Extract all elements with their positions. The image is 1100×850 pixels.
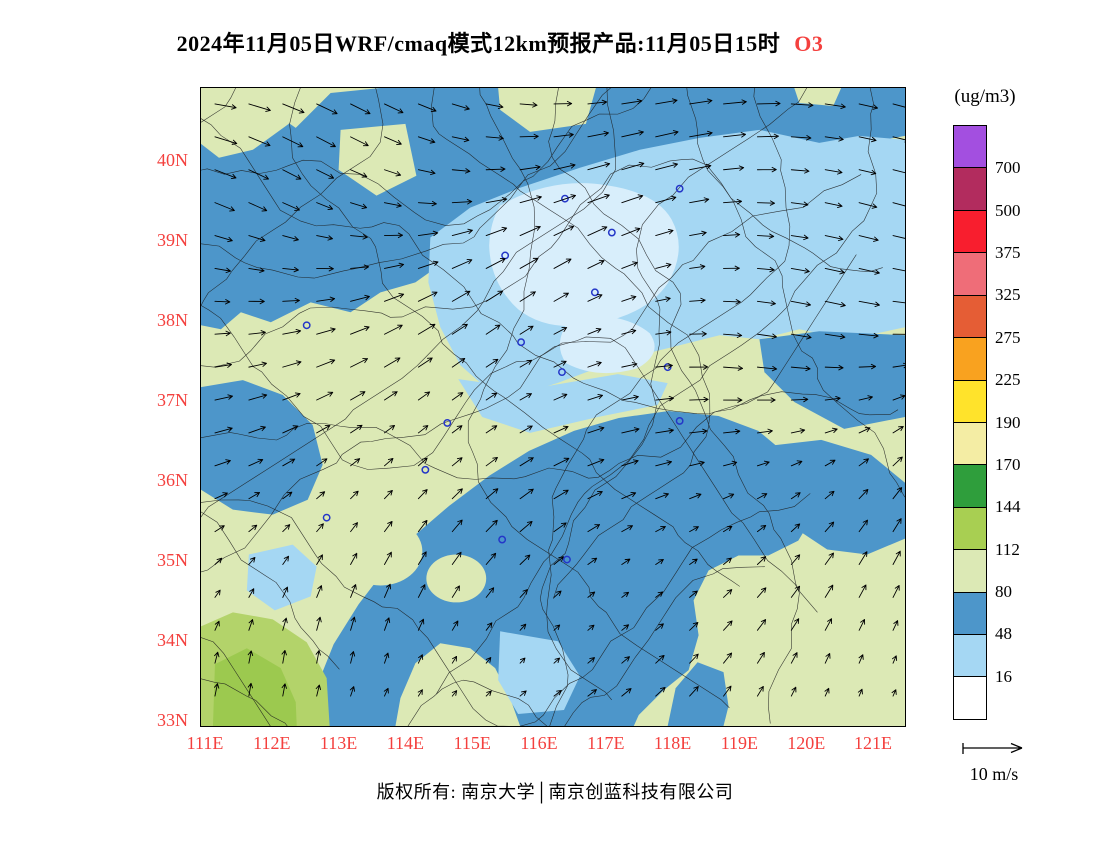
- colorbar-segment: [954, 252, 986, 295]
- city-marker-icon: [663, 363, 672, 372]
- map-plot: [200, 87, 906, 727]
- colorbar-segment: [954, 379, 986, 422]
- fill-16-48-west-pocket: [246, 544, 317, 611]
- colorbar-wrap: 700 500 375 325 275 225 190 170 144 112 80 48 16: [953, 125, 1053, 720]
- colorbar-segment: [954, 294, 986, 338]
- lon-tick-label: 120E: [787, 733, 826, 753]
- colorbar-segment: [954, 634, 986, 677]
- lon-axis: 111E 112E 113E 114E 115E 116E 117E 118E 119E 120E…: [187, 731, 910, 757]
- colorbar-segment: [954, 549, 986, 592]
- lat-tick-label: 36N: [157, 470, 188, 490]
- city-marker-icon: [322, 513, 331, 522]
- colorbar-segment: [954, 464, 986, 507]
- wind-scale-arrow-icon: [962, 742, 1023, 754]
- colorbar-unit: (ug/m3): [954, 86, 1016, 107]
- lon-tick-label: 115E: [453, 733, 491, 753]
- colorbar-level-label: 144: [995, 497, 1021, 517]
- fill-48-80-east-lobe: [759, 439, 905, 555]
- colorbar-segment: [954, 676, 986, 719]
- city-marker-icon: [443, 419, 452, 427]
- colorbar-level-label: 48: [995, 624, 1012, 644]
- wind-vectors: [214, 98, 905, 697]
- colorbar-level-label: 170: [995, 454, 1021, 474]
- fill-low-core: [489, 183, 679, 327]
- colorbar-level-label: 80: [995, 581, 1012, 601]
- colorbar-segment: [954, 167, 986, 210]
- lat-tick-label: 39N: [157, 230, 188, 250]
- city-marker-icon: [558, 368, 566, 377]
- page-title: 2024年11月05日WRF/cmaq模式12km预报产品:11月05日15时 O…: [50, 26, 950, 58]
- khaki-hole-1: [338, 517, 423, 586]
- city-marker-icon: [563, 555, 571, 564]
- khaki-patch-top-center: [498, 88, 596, 132]
- lon-tick-label: 113E: [319, 733, 358, 753]
- wind-legend: 10 m/s: [948, 738, 1040, 785]
- fill-144-170-sw: [212, 648, 297, 726]
- colorbar-level-label: 112: [995, 539, 1020, 559]
- city-marker-icon: [498, 535, 507, 544]
- city-marker-icon: [302, 321, 311, 330]
- admin-boundaries: [201, 88, 905, 726]
- city-marker-icon: [675, 417, 684, 425]
- colorbar-segment: [954, 591, 986, 635]
- colorbar-segment: [954, 209, 986, 253]
- colorbar-segment: [954, 421, 986, 465]
- colorbar-level-label: 325: [995, 285, 1021, 305]
- title-text: 2024年11月05日WRF/cmaq模式12km预报产品:11月05日15时: [176, 31, 781, 56]
- colorbar-level-label: 225: [995, 370, 1021, 390]
- lat-tick-label: 33N: [157, 710, 188, 730]
- fill-48-80-south-band: [317, 410, 814, 726]
- lat-tick-label: 38N: [157, 310, 188, 330]
- lon-tick-label: 114E: [386, 733, 425, 753]
- lat-tick-label: 37N: [157, 390, 188, 410]
- lon-tick-label: 117E: [587, 733, 625, 753]
- fill-48-80-south-finger: [667, 662, 729, 726]
- lon-tick-label: 119E: [720, 733, 759, 753]
- lat-tick-label: 40N: [157, 150, 188, 170]
- colorbar: [953, 125, 987, 720]
- colorbar-segment: [954, 337, 986, 380]
- city-marker-icon: [607, 228, 616, 237]
- city-marker-icon: [421, 465, 430, 474]
- wind-scale-label: 10 m/s: [969, 764, 1019, 784]
- city-markers: [302, 184, 684, 564]
- lon-tick-label: 111E: [186, 733, 224, 753]
- lat-tick-label: 34N: [157, 630, 188, 650]
- colorbar-segment: [954, 506, 986, 550]
- fill-48-80-west-lobe: [201, 380, 323, 515]
- city-marker-icon: [517, 338, 526, 347]
- colorbar-level-label: 375: [995, 243, 1021, 263]
- colorbar-labels: 700 500 375 325 275 225 190 170 144 112 80 48 16: [995, 125, 1051, 720]
- colorbar-level-label: 500: [995, 200, 1021, 220]
- khaki-patch-top-right: [794, 88, 842, 106]
- lon-tick-label: 116E: [520, 733, 558, 753]
- colorbar-level-label: 275: [995, 327, 1021, 347]
- city-marker-icon: [561, 194, 569, 203]
- lon-tick-label: 112E: [253, 733, 291, 753]
- lat-axis: 40N 39N 38N 37N 36N 35N 34N 33N: [130, 87, 192, 730]
- colorbar-level-label: 190: [995, 412, 1021, 432]
- city-marker-icon: [675, 184, 684, 193]
- title-species: O3: [794, 31, 824, 56]
- lat-tick-label: 35N: [157, 550, 188, 570]
- colorbar-segment: [954, 126, 986, 168]
- fill-low-lobe: [559, 316, 655, 374]
- colorbar-level-label: 16: [995, 666, 1012, 686]
- fill-48-80-east-strip: [759, 331, 905, 429]
- forecast-map: [201, 88, 905, 726]
- khaki-hole-2: [426, 554, 487, 603]
- lon-tick-label: 121E: [854, 733, 892, 753]
- fill-16-48-band-edge: [458, 374, 668, 433]
- city-marker-icon: [590, 288, 599, 297]
- lon-tick-label: 118E: [653, 733, 692, 753]
- copyright-footer: 版权所有: 南京大学│南京创蓝科技有限公司: [376, 782, 734, 802]
- colorbar-level-label: 700: [995, 158, 1021, 178]
